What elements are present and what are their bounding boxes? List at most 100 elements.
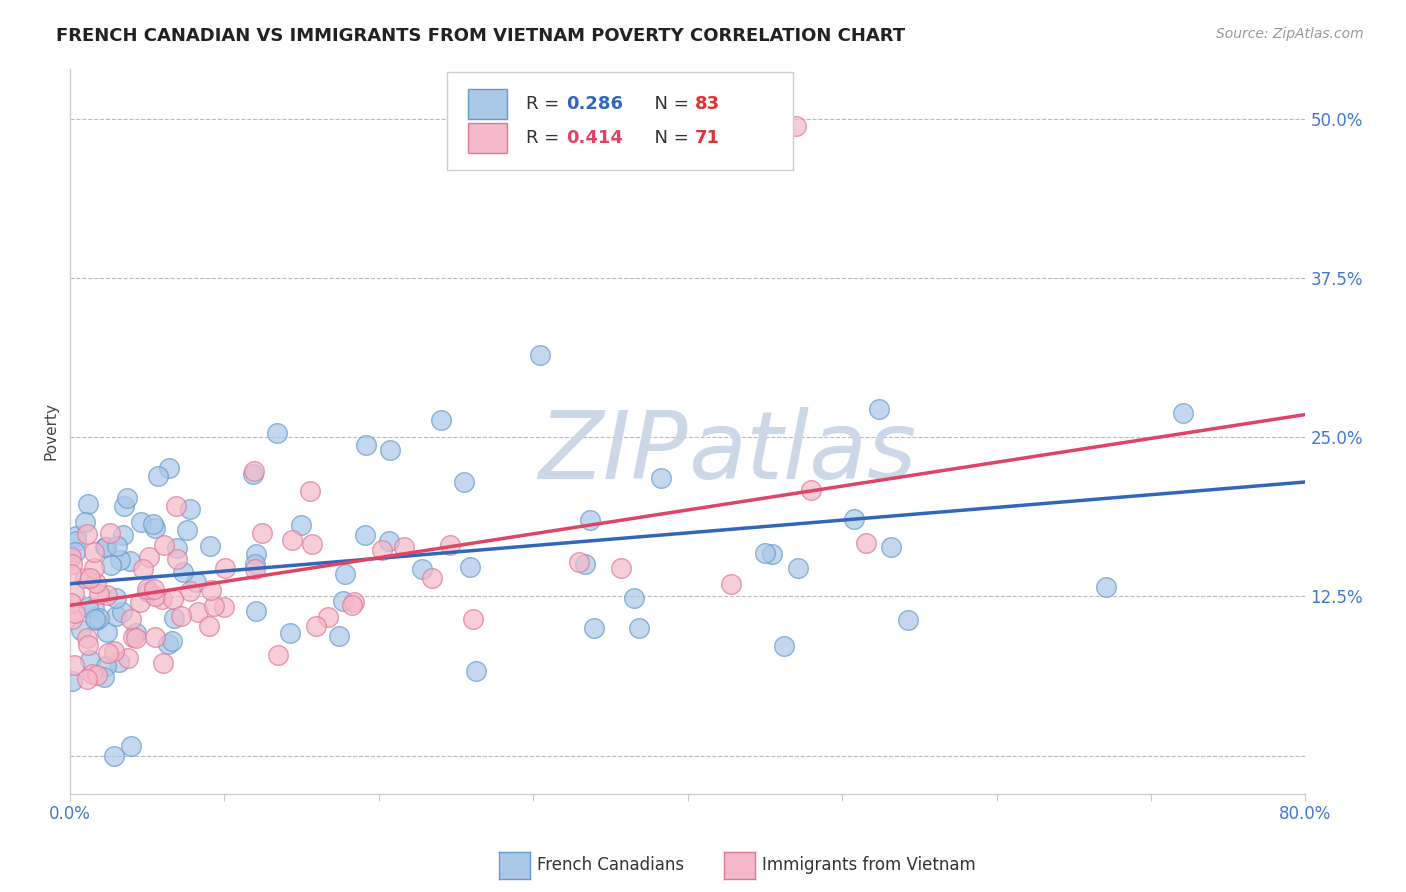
Text: Source: ZipAtlas.com: Source: ZipAtlas.com bbox=[1216, 27, 1364, 41]
Point bbox=[105, 608, 128, 623]
Point bbox=[112, 500, 135, 514]
FancyBboxPatch shape bbox=[468, 89, 508, 120]
Point bbox=[301, 537, 323, 551]
Point bbox=[105, 591, 128, 606]
Point bbox=[94, 659, 117, 673]
Point bbox=[135, 582, 157, 596]
Point bbox=[84, 576, 107, 591]
Point bbox=[83, 545, 105, 559]
Point bbox=[184, 574, 207, 589]
Point bbox=[112, 528, 135, 542]
Point bbox=[157, 637, 180, 651]
Point bbox=[111, 605, 134, 619]
Point bbox=[60, 566, 83, 581]
Point bbox=[627, 620, 650, 634]
Text: atlas: atlas bbox=[688, 408, 915, 499]
Point bbox=[243, 464, 266, 478]
Point bbox=[98, 525, 121, 540]
Point bbox=[568, 555, 591, 569]
Point bbox=[62, 585, 84, 599]
Point bbox=[378, 533, 401, 548]
Point bbox=[179, 502, 201, 516]
Point bbox=[70, 623, 93, 637]
Point bbox=[411, 562, 433, 576]
Point bbox=[60, 596, 83, 610]
Point bbox=[343, 594, 366, 608]
Point bbox=[94, 540, 117, 554]
Point bbox=[143, 630, 166, 644]
Point bbox=[120, 611, 142, 625]
Point bbox=[761, 547, 783, 561]
Point bbox=[96, 588, 118, 602]
Point bbox=[197, 619, 219, 633]
Point bbox=[87, 587, 110, 601]
Point bbox=[328, 629, 350, 643]
Point bbox=[157, 461, 180, 475]
Point bbox=[176, 523, 198, 537]
Point bbox=[266, 425, 288, 440]
Point bbox=[578, 513, 600, 527]
Point bbox=[290, 518, 312, 533]
Point bbox=[842, 512, 865, 526]
Point bbox=[138, 549, 160, 564]
Point bbox=[129, 595, 152, 609]
Point bbox=[166, 552, 188, 566]
Point bbox=[332, 594, 354, 608]
FancyBboxPatch shape bbox=[447, 72, 793, 170]
Point bbox=[79, 571, 101, 585]
Point bbox=[142, 516, 165, 531]
Point bbox=[143, 521, 166, 535]
Point bbox=[458, 560, 481, 574]
Point bbox=[122, 630, 145, 644]
Point bbox=[574, 557, 596, 571]
Point bbox=[187, 605, 209, 619]
Point bbox=[378, 443, 401, 458]
Point bbox=[392, 541, 415, 555]
Point bbox=[65, 529, 87, 543]
Point bbox=[76, 599, 98, 614]
Point bbox=[200, 539, 222, 553]
Point bbox=[242, 467, 264, 481]
Point bbox=[202, 599, 225, 613]
Point bbox=[800, 483, 823, 498]
Point bbox=[252, 525, 274, 540]
Point bbox=[76, 527, 98, 541]
Point bbox=[172, 565, 194, 579]
Point bbox=[84, 613, 107, 627]
Point bbox=[529, 348, 551, 362]
Point bbox=[430, 412, 453, 426]
Point bbox=[200, 582, 222, 597]
Point bbox=[100, 558, 122, 572]
Text: 83: 83 bbox=[695, 95, 720, 113]
Point bbox=[125, 631, 148, 645]
Point bbox=[305, 619, 328, 633]
Point bbox=[754, 546, 776, 560]
Point bbox=[124, 625, 146, 640]
Point bbox=[623, 591, 645, 606]
Point bbox=[880, 540, 903, 554]
Point bbox=[77, 497, 100, 511]
Point bbox=[243, 562, 266, 576]
Point bbox=[146, 469, 169, 483]
Point bbox=[267, 648, 290, 662]
Point bbox=[772, 639, 794, 653]
Text: 0.414: 0.414 bbox=[567, 129, 623, 147]
Point bbox=[103, 748, 125, 763]
Point bbox=[108, 553, 131, 567]
Point bbox=[77, 638, 100, 652]
Point bbox=[63, 544, 86, 558]
Text: N =: N = bbox=[643, 95, 695, 113]
Point bbox=[463, 612, 485, 626]
Point bbox=[212, 600, 235, 615]
Point bbox=[316, 610, 339, 624]
Point bbox=[152, 657, 174, 671]
Point bbox=[117, 650, 139, 665]
Point bbox=[97, 646, 120, 660]
Text: R =: R = bbox=[526, 95, 565, 113]
Point bbox=[165, 499, 187, 513]
Point bbox=[132, 562, 155, 576]
Point bbox=[354, 438, 377, 452]
Point bbox=[142, 582, 165, 596]
Point bbox=[281, 533, 304, 547]
Point bbox=[245, 604, 267, 618]
